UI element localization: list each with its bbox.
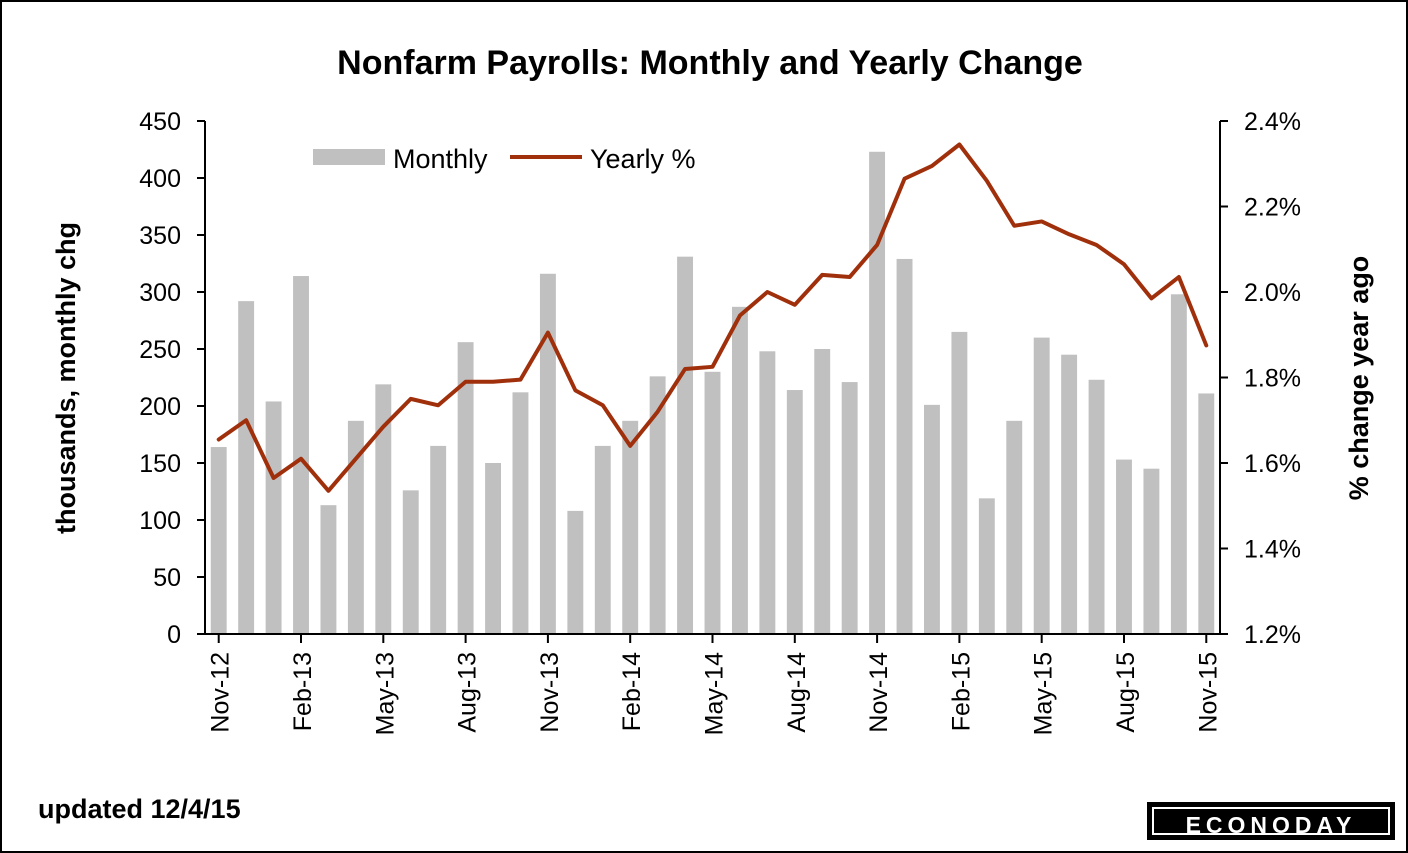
monthly-bar	[512, 392, 529, 634]
monthly-bar	[1116, 459, 1132, 634]
right-tick-label: 1.2%	[1244, 621, 1301, 649]
legend-yearly-label: Yearly %	[590, 144, 696, 174]
x-tick-label: Feb-14	[618, 652, 646, 731]
monthly-bar	[539, 273, 556, 634]
chart-title: Nonfarm Payrolls: Monthly and Yearly Cha…	[337, 44, 1083, 82]
monthly-bar	[1006, 420, 1023, 634]
left-tick-label: 50	[153, 564, 181, 592]
monthly-bar	[567, 510, 584, 634]
monthly-bar	[841, 382, 858, 634]
x-tick-label: Feb-15	[947, 652, 975, 731]
x-tick-label: Nov-13	[536, 652, 564, 733]
x-tick-label: Aug-15	[1112, 652, 1140, 733]
monthly-bar	[731, 306, 748, 634]
left-tick-label: 300	[139, 279, 181, 307]
monthly-bar	[896, 258, 913, 634]
econoday-logo: ECONODAY	[1147, 802, 1395, 840]
left-axis-label: thousands, monthly chg	[51, 222, 81, 534]
left-tick-label: 450	[139, 108, 181, 136]
x-tick-label: May-14	[701, 652, 729, 735]
x-tick-label: May-13	[371, 652, 399, 735]
monthly-bar	[951, 331, 968, 634]
right-tick-labels: 1.2% 1.4% 1.6% 1.8% 2.0% 2.2% 2.4%	[1220, 108, 1301, 649]
monthly-bar	[594, 445, 611, 634]
x-tick-label: Aug-14	[783, 652, 811, 733]
monthly-bar	[814, 349, 831, 634]
monthly-bar	[293, 276, 309, 634]
x-tick-label: Feb-13	[289, 652, 317, 731]
yearly-line	[216, 142, 1209, 493]
monthly-bar	[978, 498, 995, 634]
monthly-bar	[1088, 379, 1105, 634]
updated-note: updated 12/4/15	[38, 794, 241, 824]
monthly-bar	[924, 404, 940, 634]
right-tick-label: 2.2%	[1244, 194, 1301, 222]
monthly-bar	[1061, 354, 1078, 634]
right-tick-label: 2.0%	[1244, 279, 1301, 307]
monthly-bar	[704, 371, 721, 634]
monthly-bar	[320, 505, 337, 634]
left-tick-labels: 0 50 100 150 200 250 300 350 400 450	[139, 108, 205, 649]
legend-monthly-swatch	[313, 149, 385, 165]
monthly-bar	[430, 445, 447, 634]
x-tick-label: May-15	[1030, 652, 1058, 735]
right-tick-label: 1.4%	[1244, 536, 1301, 564]
left-tick-label: 100	[139, 507, 181, 535]
right-axis-label: % change year ago	[1344, 256, 1374, 501]
monthly-bar	[1170, 294, 1187, 634]
left-tick-label: 200	[139, 393, 181, 421]
left-tick-label: 0	[167, 621, 181, 649]
legend: Monthly Yearly %	[313, 144, 696, 174]
monthly-bar	[1033, 337, 1050, 634]
monthly-bar	[759, 351, 776, 634]
monthly-bar	[402, 490, 419, 634]
x-tick-labels: Nov-12 Feb-13 May-13 Aug-13 Nov-13 Feb-14 May-…	[207, 634, 1222, 735]
right-tick-label: 2.4%	[1244, 108, 1301, 136]
monthly-bar	[485, 463, 501, 634]
monthly-bar	[649, 376, 666, 634]
monthly-bar	[457, 342, 474, 634]
x-tick-label: Nov-14	[865, 652, 893, 733]
logo-text: ECONODAY	[1185, 812, 1357, 838]
monthly-bar	[265, 401, 282, 634]
monthly-bar	[869, 151, 886, 634]
monthly-bar	[238, 301, 255, 634]
x-tick-label: Nov-12	[207, 652, 235, 733]
monthly-bar	[677, 256, 694, 634]
monthly-bar	[347, 420, 364, 634]
monthly-bar	[1143, 468, 1160, 634]
monthly-bars	[210, 151, 1215, 634]
monthly-bar	[786, 390, 803, 634]
right-tick-label: 1.6%	[1244, 450, 1301, 478]
left-tick-label: 250	[139, 336, 181, 364]
monthly-bar	[1198, 393, 1215, 634]
right-tick-label: 1.8%	[1244, 365, 1301, 393]
left-tick-label: 400	[139, 165, 181, 193]
legend-monthly-label: Monthly	[393, 144, 488, 174]
left-tick-label: 350	[139, 222, 181, 250]
monthly-bar	[210, 447, 227, 634]
monthly-bar	[375, 384, 392, 634]
x-tick-label: Aug-13	[454, 652, 482, 733]
logo-border: ECONODAY	[1152, 807, 1390, 838]
monthly-bar	[622, 420, 639, 634]
left-tick-label: 150	[139, 450, 181, 478]
x-tick-label: Nov-15	[1194, 652, 1222, 733]
